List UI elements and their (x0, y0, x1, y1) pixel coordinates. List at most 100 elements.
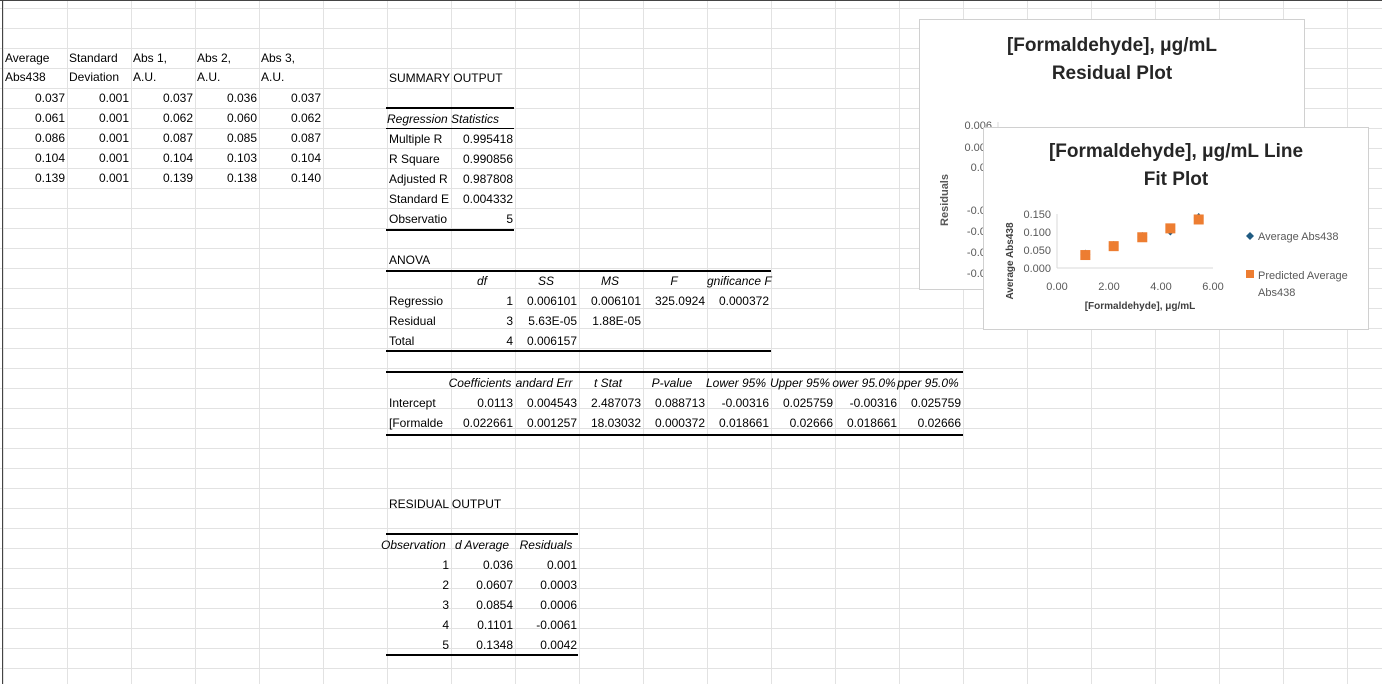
coef-cell[interactable]: 0.02666 (789, 416, 833, 430)
data-cell[interactable]: 0.001 (98, 91, 129, 105)
regstat-value[interactable]: 0.995418 (462, 132, 513, 146)
residual-value[interactable]: 0.0042 (540, 638, 577, 652)
data-cell[interactable]: 0.001 (98, 111, 129, 125)
data-cell[interactable]: 0.062 (290, 111, 321, 125)
coef-cell[interactable]: -0.00316 (849, 396, 897, 410)
anova-row-label[interactable]: Total (389, 334, 415, 348)
anova-row-label[interactable]: Residual (389, 314, 436, 328)
coef-cell[interactable]: 0.0113 (477, 396, 513, 410)
regstat-value[interactable]: 5 (506, 212, 513, 226)
coef-row-label[interactable]: [Formalde (389, 416, 444, 430)
data-cell[interactable]: 0.001 (98, 171, 129, 185)
data-cell[interactable]: 0.104 (290, 151, 321, 165)
regstat-label[interactable]: R Square (389, 152, 440, 166)
residual-obs[interactable]: 2 (442, 578, 449, 592)
residual-predicted[interactable]: 0.0607 (476, 578, 513, 592)
data-cell[interactable]: 0.037 (34, 91, 65, 105)
data-cell[interactable]: 0.036 (226, 91, 257, 105)
regstat-value[interactable]: 0.987808 (462, 172, 513, 186)
residual-header[interactable]: Observation (381, 538, 446, 552)
coef-header[interactable]: Coefficients (448, 376, 512, 390)
residual-header[interactable]: d Average (454, 538, 510, 552)
anova-cell[interactable] (707, 311, 769, 331)
coef-header[interactable]: t Stat (593, 376, 622, 390)
data-cell[interactable]: 0.001 (98, 151, 129, 165)
anova-header[interactable]: SS (537, 274, 554, 288)
header-std[interactable]: Standard (69, 51, 118, 65)
coef-cell[interactable]: 0.02666 (917, 416, 961, 430)
data-cell[interactable]: 0.062 (162, 111, 193, 125)
header-abs3-2[interactable]: A.U. (261, 70, 285, 84)
summary-title[interactable]: SUMMARY OUTPUT (389, 71, 503, 85)
coef-cell[interactable]: 0.004543 (526, 396, 577, 410)
header-average[interactable]: Average (5, 51, 50, 65)
residual-value[interactable]: -0.0061 (536, 618, 577, 632)
residual-obs[interactable]: 4 (442, 618, 449, 632)
residual-obs[interactable]: 3 (442, 598, 449, 612)
coef-cell[interactable]: 0.022661 (462, 416, 513, 430)
anova-header[interactable]: df (476, 274, 487, 288)
anova-cell[interactable]: 3 (506, 314, 513, 328)
header-abs2[interactable]: Abs 2, (197, 51, 232, 65)
coef-header[interactable]: pper 95.0% (897, 376, 959, 390)
coef-header[interactable]: P-value (651, 376, 693, 390)
regstat-label[interactable]: Multiple R (389, 132, 443, 146)
coef-cell[interactable]: 0.025759 (910, 396, 961, 410)
regstat-label[interactable]: Standard E (389, 192, 450, 206)
anova-cell[interactable]: 0.006101 (590, 294, 641, 308)
coef-cell[interactable]: 0.025759 (782, 396, 833, 410)
regstat-value[interactable]: 0.004332 (462, 192, 513, 206)
coef-header[interactable]: andard Err (515, 376, 573, 390)
coef-cell[interactable]: 2.487073 (590, 396, 641, 410)
residual-title[interactable]: RESIDUAL OUTPUT (389, 497, 502, 511)
coef-cell[interactable]: 18.03032 (590, 416, 641, 430)
residual-obs[interactable]: 1 (442, 558, 449, 572)
residual-predicted[interactable]: 0.0854 (476, 598, 513, 612)
regstat-value[interactable]: 0.990856 (462, 152, 513, 166)
data-cell[interactable]: 0.140 (290, 171, 321, 185)
data-cell[interactable]: 0.138 (226, 171, 257, 185)
coef-header[interactable]: Lower 95% (705, 376, 767, 390)
header-abs1-2[interactable]: A.U. (133, 70, 157, 84)
data-cell[interactable]: 0.060 (226, 111, 257, 125)
data-cell[interactable]: 0.104 (162, 151, 193, 165)
anova-cell[interactable] (579, 331, 641, 351)
header-std-2[interactable]: Deviation (69, 70, 120, 84)
anova-cell[interactable]: 1 (506, 294, 513, 308)
anova-cell[interactable] (643, 311, 705, 331)
residual-obs[interactable]: 5 (442, 638, 449, 652)
anova-title[interactable]: ANOVA (389, 253, 431, 267)
data-cell[interactable]: 0.087 (162, 131, 193, 145)
regstat-label[interactable]: Observatio (389, 212, 448, 226)
anova-cell[interactable]: 5.63E-05 (528, 314, 577, 328)
data-cell[interactable]: 0.104 (34, 151, 65, 165)
anova-cell[interactable]: 0.006157 (526, 334, 577, 348)
anova-cell[interactable]: 4 (506, 334, 513, 348)
data-cell[interactable]: 0.139 (34, 171, 65, 185)
header-abs2-2[interactable]: A.U. (197, 70, 221, 84)
anova-cell[interactable]: 0.006101 (526, 294, 577, 308)
anova-cell[interactable]: 1.88E-05 (592, 314, 641, 328)
anova-cell[interactable]: 325.0924 (654, 294, 705, 308)
residual-predicted[interactable]: 0.1101 (477, 618, 513, 632)
header-abs1[interactable]: Abs 1, (133, 51, 168, 65)
data-cell[interactable]: 0.139 (162, 171, 193, 185)
data-cell[interactable]: 0.085 (226, 131, 257, 145)
anova-header[interactable]: gnificance F (707, 274, 772, 288)
data-cell[interactable]: 0.086 (34, 131, 65, 145)
data-cell[interactable]: 0.037 (290, 91, 321, 105)
residual-value[interactable]: 0.0006 (540, 598, 577, 612)
header-abs3[interactable]: Abs 3, (261, 51, 296, 65)
regstat-label[interactable]: Adjusted R (389, 172, 448, 186)
data-cell[interactable]: 0.001 (98, 131, 129, 145)
data-cell[interactable]: 0.103 (226, 151, 257, 165)
coef-header[interactable]: ower 95.0% (832, 376, 896, 390)
coef-cell[interactable]: 0.018661 (846, 416, 897, 430)
anova-cell[interactable] (643, 331, 705, 351)
coef-row-label[interactable]: Intercept (389, 396, 436, 410)
data-cell[interactable]: 0.061 (34, 111, 65, 125)
coef-cell[interactable]: 0.000372 (654, 416, 705, 430)
residual-value[interactable]: 0.001 (546, 558, 577, 572)
residual-predicted[interactable]: 0.1348 (476, 638, 513, 652)
residual-predicted[interactable]: 0.036 (482, 558, 513, 572)
